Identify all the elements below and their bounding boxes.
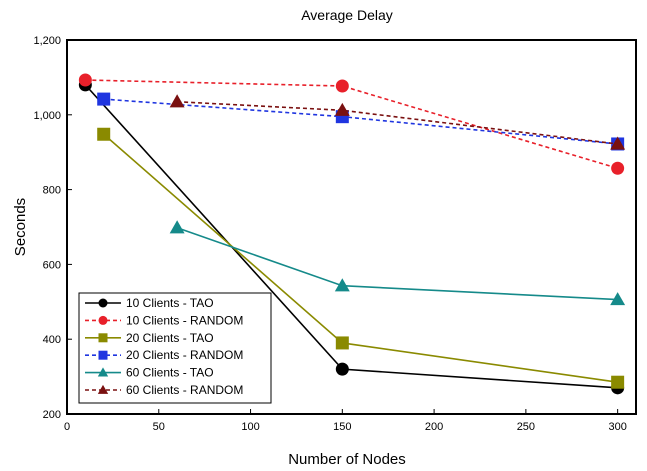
x-axis: 0 50 100 150 200 250 300 [64, 409, 627, 433]
y-axis: 200 400 600 800 1,000 1,200 [33, 35, 72, 421]
x-tick-label: 250 [517, 421, 535, 433]
legend-label: 20 Clients - RANDOM [126, 348, 243, 362]
y-tick-label: 600 [43, 259, 61, 271]
data-point [335, 336, 349, 350]
x-axis-label: Number of Nodes [288, 451, 406, 468]
series-layer [78, 73, 626, 395]
data-point [610, 136, 626, 150]
y-tick-label: 1,000 [33, 110, 61, 122]
legend-label: 60 Clients - TAO [126, 366, 214, 380]
x-tick-label: 200 [425, 421, 443, 433]
data-point [97, 127, 111, 141]
legend: 10 Clients - TAO 10 Clients - RANDOM 20 Cl… [78, 292, 272, 404]
series-group [97, 127, 625, 389]
y-tick-label: 200 [43, 409, 61, 421]
series-group [169, 94, 626, 150]
series-group [169, 220, 626, 306]
x-tick-label: 100 [241, 421, 259, 433]
y-tick-label: 400 [43, 334, 61, 346]
legend-marker [98, 350, 108, 360]
legend-marker [98, 298, 108, 308]
series-group [78, 73, 625, 175]
data-point [169, 220, 185, 234]
x-tick-label: 0 [64, 421, 70, 433]
data-point [334, 102, 350, 116]
legend-marker [97, 367, 109, 377]
data-point [611, 161, 625, 175]
y-tick-label: 1,200 [33, 35, 61, 47]
data-point [611, 375, 625, 389]
legend-label: 10 Clients - TAO [126, 296, 214, 310]
legend-box [78, 292, 272, 404]
data-point [169, 94, 185, 108]
x-tick-label: 50 [153, 421, 165, 433]
series-line [85, 79, 618, 170]
data-point [78, 73, 92, 87]
x-tick-label: 150 [333, 421, 351, 433]
legend-label: 60 Clients - RANDOM [126, 383, 243, 397]
y-axis-label: Seconds [12, 198, 29, 256]
x-tick-label: 300 [608, 421, 626, 433]
data-point [335, 79, 349, 93]
legend-marker [98, 333, 108, 343]
data-point [610, 292, 626, 306]
legend-marker [97, 384, 109, 394]
data-point [97, 92, 111, 106]
data-point [335, 362, 349, 376]
y-tick-label: 800 [43, 185, 61, 197]
chart-title: Average Delay [301, 7, 393, 23]
data-point [334, 278, 350, 292]
series-line [177, 100, 618, 145]
legend-label: 20 Clients - TAO [126, 331, 214, 345]
legend-label: 10 Clients - RANDOM [126, 313, 243, 327]
legend-marker [98, 315, 108, 325]
